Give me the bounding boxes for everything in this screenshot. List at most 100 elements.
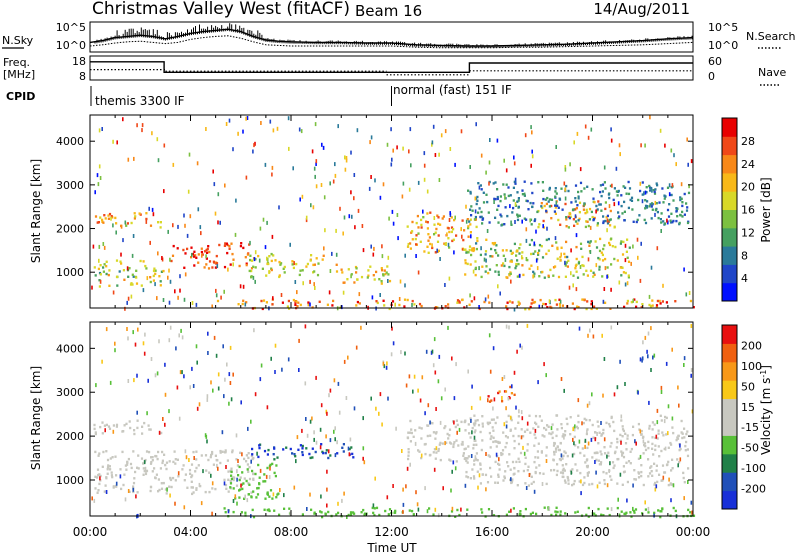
heatmap-cell (663, 471, 666, 474)
heatmap-cell (244, 256, 247, 259)
heatmap-cell (531, 130, 533, 135)
heatmap-cell (200, 231, 202, 236)
heatmap-cell (568, 285, 571, 290)
heatmap-cell (439, 257, 441, 261)
heatmap-cell (139, 213, 142, 216)
heatmap-cell (408, 431, 411, 434)
heatmap-cell (397, 236, 399, 241)
heatmap-cell (554, 204, 557, 207)
heatmap-cell (272, 296, 274, 301)
heatmap-cell (557, 448, 560, 452)
heatmap-cell (382, 299, 385, 302)
heatmap-cell (257, 463, 260, 467)
heatmap-cell (567, 215, 570, 218)
heatmap-cell (93, 266, 96, 269)
heatmap-cell (473, 296, 476, 301)
heatmap-cell (565, 261, 568, 264)
heatmap-cell (319, 427, 322, 432)
heatmap-cell (130, 466, 133, 470)
heatmap-cell (148, 450, 151, 454)
heatmap-cell (598, 481, 601, 484)
heatmap-cell (460, 129, 463, 134)
heatmap-cell (375, 270, 378, 274)
heatmap-cell (661, 507, 664, 510)
heatmap-cell (590, 437, 593, 442)
heatmap-cell (189, 214, 192, 219)
heatmap-cell (604, 207, 607, 211)
heatmap-cell (555, 448, 557, 453)
heatmap-cell (469, 165, 471, 169)
heatmap-cell (420, 456, 423, 460)
heatmap-cell (560, 187, 563, 190)
heatmap-cell (265, 474, 268, 479)
heatmap-cell (658, 201, 661, 204)
heatmap-cell (582, 421, 585, 425)
heatmap-cell (346, 278, 349, 281)
heatmap-cell (474, 419, 477, 422)
heatmap-cell (289, 511, 292, 516)
heatmap-cell (553, 441, 556, 445)
heatmap-cell (268, 495, 271, 498)
heatmap-cell (612, 420, 615, 424)
heatmap-cell (513, 370, 516, 375)
heatmap-cell (306, 262, 309, 266)
heatmap-cell (447, 303, 450, 306)
heatmap-cell (214, 266, 217, 269)
heatmap-cell (184, 223, 186, 228)
heatmap-cell (613, 429, 616, 433)
heatmap-cell (602, 514, 605, 517)
velocity-colorbar-label: Velocity [m s-1] (759, 365, 773, 455)
heatmap-cell (294, 303, 297, 306)
heatmap-cell (548, 432, 551, 435)
heatmap-cell (655, 182, 658, 185)
heatmap-cell (431, 422, 434, 425)
heatmap-cell (473, 459, 476, 462)
heatmap-cell (629, 198, 632, 202)
heatmap-cell (161, 461, 164, 465)
heatmap-cell (429, 420, 431, 425)
heatmap-cell (432, 431, 435, 434)
heatmap-cell (609, 218, 612, 221)
heatmap-cell (345, 158, 348, 163)
heatmap-cell (347, 268, 350, 271)
heatmap-cell (161, 450, 164, 454)
colorbar-swatch (722, 380, 737, 400)
heatmap-cell (505, 305, 508, 308)
heatmap-cell (387, 279, 389, 283)
heatmap-cell (177, 295, 179, 300)
heatmap-cell (553, 210, 556, 213)
heatmap-cell (257, 486, 260, 490)
heatmap-cell (354, 265, 358, 269)
heatmap-cell (250, 491, 253, 494)
heatmap-cell (266, 405, 269, 410)
heatmap-cell (321, 142, 323, 147)
heatmap-cell (555, 192, 558, 195)
heatmap-cell (287, 357, 290, 362)
heatmap-cell (464, 483, 467, 488)
heatmap-cell (236, 477, 238, 482)
heatmap-cell (552, 459, 555, 462)
heatmap-cell (595, 307, 598, 310)
heatmap-cell (147, 424, 150, 427)
heatmap-cell (578, 326, 581, 331)
heatmap-cell (473, 439, 476, 442)
heatmap-cell (448, 434, 451, 437)
heatmap-cell (655, 464, 658, 467)
heatmap-cell (348, 447, 351, 451)
heatmap-cell (627, 274, 630, 277)
x-tick-label: 00:00 (676, 525, 711, 539)
heatmap-cell (231, 252, 234, 256)
heatmap-cell (683, 192, 686, 196)
heatmap-cell (190, 480, 193, 483)
heatmap-cell (603, 479, 606, 482)
heatmap-cell (660, 510, 663, 513)
heatmap-cell (467, 226, 470, 230)
heatmap-cell (621, 428, 625, 431)
heatmap-cell (270, 356, 272, 361)
heatmap-cell (496, 416, 499, 419)
heatmap-cell (465, 470, 468, 474)
heatmap-cell (575, 287, 578, 292)
heatmap-cell (143, 460, 146, 465)
heatmap-cell (491, 255, 494, 258)
